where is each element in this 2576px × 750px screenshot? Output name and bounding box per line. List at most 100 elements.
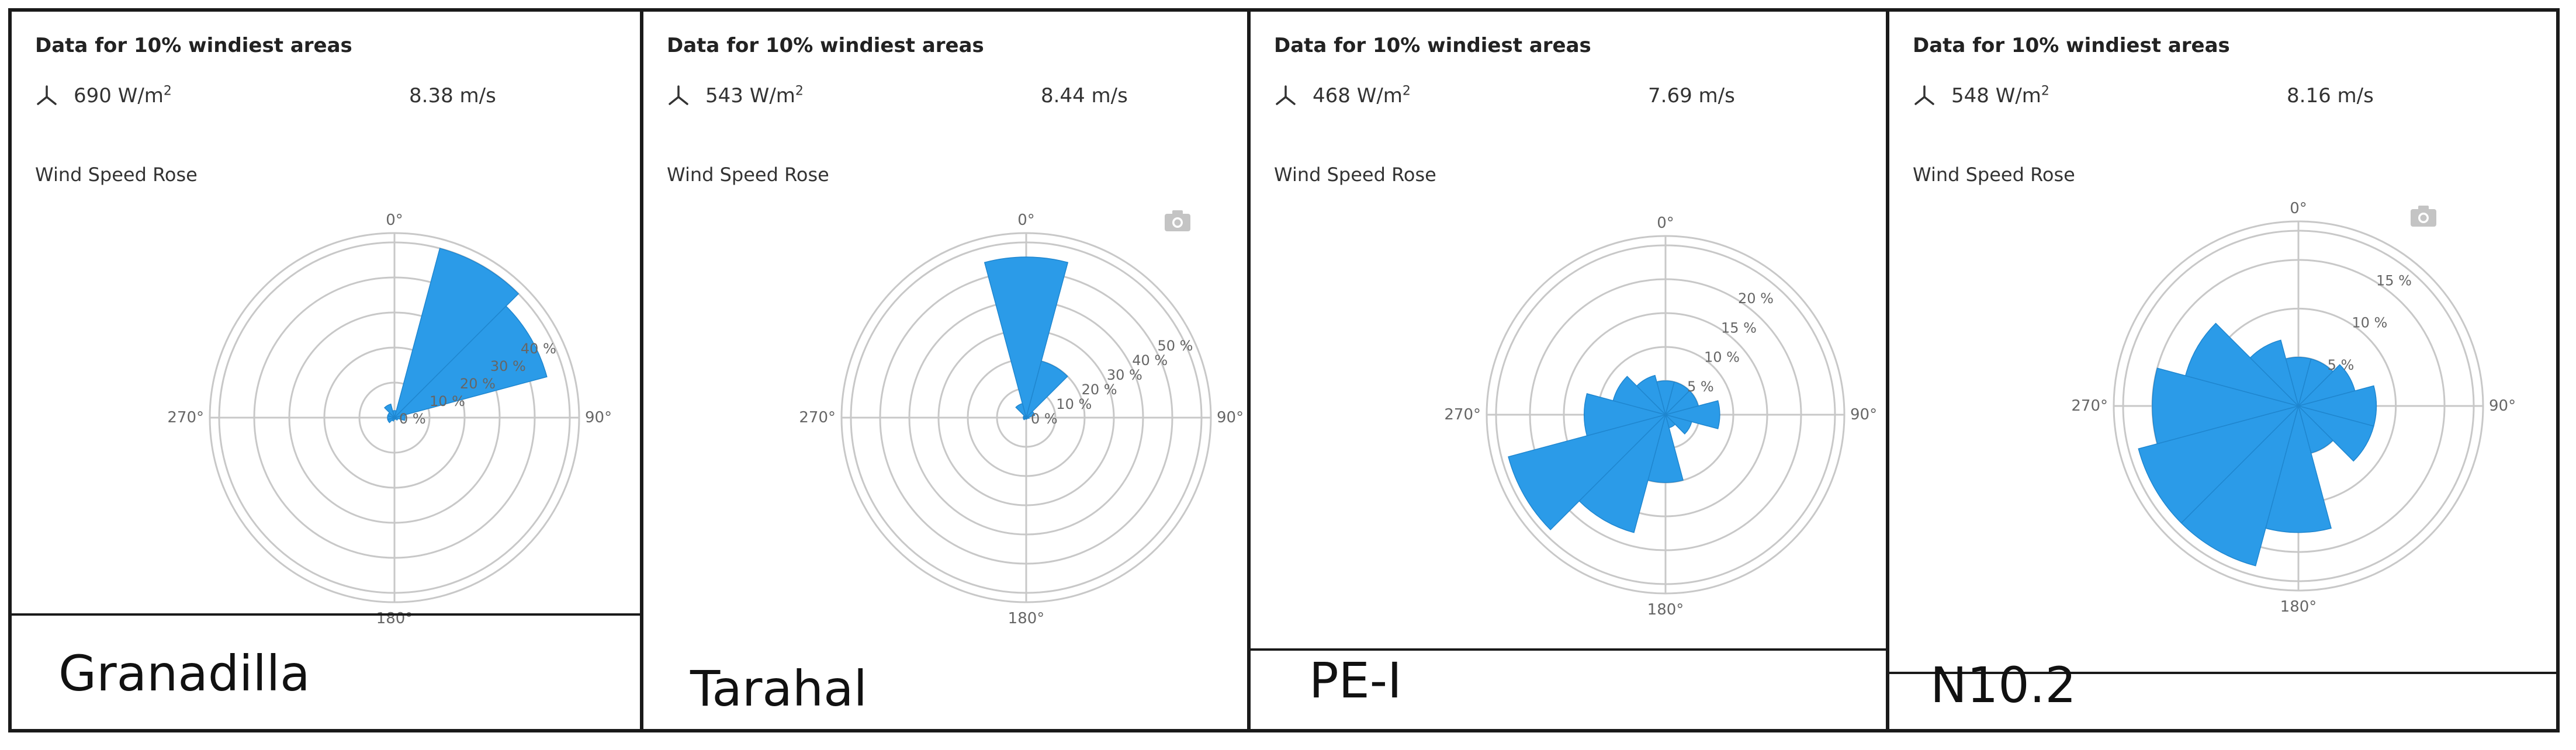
radial-tick-label: 5 % <box>2328 357 2355 373</box>
radial-tick-label: 10 % <box>1056 396 1092 412</box>
direction-label: 180° <box>1008 610 1045 627</box>
direction-label: 270° <box>2071 397 2108 415</box>
direction-label: 0° <box>386 211 403 229</box>
mean-wind-speed: 8.16 m/s <box>2287 84 2374 107</box>
screenshot-area: Data for 10% windiest areas 548 W/m2 8.1… <box>1889 12 2556 672</box>
rose-sector-90 <box>1664 400 1720 429</box>
radial-tick-label: 30 % <box>490 358 526 374</box>
radial-tick-label: 40 % <box>521 341 556 357</box>
camera-icon[interactable] <box>1164 209 1192 232</box>
panel-divider <box>1247 8 1251 732</box>
wind-turbine-icon <box>1276 85 1296 105</box>
radial-tick-label: 5 % <box>1687 379 1714 395</box>
metric-row: 543 W/m2 8.44 m/s <box>667 81 1193 116</box>
panel-header: Data for 10% windiest areas <box>667 34 984 57</box>
radial-tick-label: 40 % <box>1132 352 1168 369</box>
radial-tick-label: 10 % <box>430 393 465 409</box>
label-strip: Tarahal <box>643 660 1247 730</box>
wind-rose-chart: 5 % 10 % 15 % 0° 90° 180° 270° <box>2071 200 2516 616</box>
metric-row: 690 W/m2 8.38 m/s <box>35 81 561 116</box>
rose-sector-0 <box>984 256 1069 419</box>
direction-label: 180° <box>1647 601 1684 619</box>
site-label: Granadilla <box>58 645 310 702</box>
rose-sector-120 <box>1664 414 1692 435</box>
panel-header: Data for 10% windiest areas <box>1274 34 1591 57</box>
rose-sector-270 <box>2152 367 2300 445</box>
rose-sector-330 <box>383 403 396 419</box>
chart-subtitle: Wind Speed Rose <box>667 164 829 186</box>
rose-sector-90 <box>393 414 406 421</box>
panel-header: Data for 10% windiest areas <box>35 34 352 57</box>
camera-icon[interactable] <box>2409 204 2437 228</box>
rose-sector-270 <box>1584 393 1667 436</box>
radial-tick-label: 10 % <box>1704 349 1740 366</box>
metric-row: 468 W/m2 7.69 m/s <box>1274 81 1800 116</box>
radial-tick-label: 15 % <box>1721 320 1757 336</box>
radial-tick-label: 0 % <box>1031 411 1058 427</box>
power-density: 690 W/m2 <box>74 84 172 107</box>
direction-label: 90° <box>2489 397 2516 415</box>
wind-rose-chart: 0 %10 %20 %30 %40 %50 % 0° 90° 180° 270° <box>799 211 1244 627</box>
rose-sector-300 <box>1612 376 1667 416</box>
panel-header: Data for 10% windiest areas <box>1913 34 2230 57</box>
radial-tick-label: 20 % <box>1738 290 1774 307</box>
metric-row: 548 W/m2 8.16 m/s <box>1913 81 2439 116</box>
direction-label: 270° <box>1444 406 1481 423</box>
screenshot-area: Data for 10% windiest areas 543 W/m2 8.4… <box>643 12 1247 695</box>
site-label: Tarahal <box>690 660 867 717</box>
direction-label: 90° <box>1217 409 1244 426</box>
panel-tarahal: Data for 10% windiest areas 543 W/m2 8.4… <box>643 12 1247 730</box>
wind-turbine-icon <box>669 85 688 105</box>
rose-sector-210 <box>1578 413 1667 533</box>
rose-sector-240 <box>1508 414 1667 530</box>
label-strip: Granadilla <box>12 613 640 732</box>
direction-label: 270° <box>799 409 836 426</box>
screenshot-area: Data for 10% windiest areas 468 W/m2 7.6… <box>1251 12 1886 648</box>
direction-label: 90° <box>585 409 612 426</box>
rose-sector-60 <box>1024 411 1036 419</box>
site-label: N10.2 <box>1930 657 2076 714</box>
mean-wind-speed: 8.44 m/s <box>1041 84 1128 107</box>
direction-label: 180° <box>2280 598 2317 616</box>
site-label: PE-I <box>1309 652 1402 709</box>
panel-n10-2: Data for 10% windiest areas 548 W/m2 8.1… <box>1889 12 2556 730</box>
rose-sector-240 <box>2138 405 2300 524</box>
wind-rose-chart: 0 %10 %20 % 30 %40 % 0° 90° 180° 270° <box>167 211 612 627</box>
label-strip: PE-I <box>1251 648 1886 732</box>
wind-rose-chart: 5 % 10 % 15 % 20 % 0° 90° 180° 270° <box>1444 214 1877 619</box>
rose-sector-30 <box>1025 360 1068 419</box>
radial-tick-label: 30 % <box>1107 367 1142 383</box>
radial-tick-label: 10 % <box>2352 315 2387 331</box>
chart-subtitle: Wind Speed Rose <box>35 164 198 186</box>
direction-label: 270° <box>167 409 204 426</box>
panel-divider <box>1886 8 1889 732</box>
wind-turbine-icon <box>1914 85 1934 105</box>
rose-sector-180 <box>2265 404 2332 533</box>
rose-sector-330 <box>1636 374 1667 416</box>
direction-label: 0° <box>1657 214 1674 232</box>
power-density: 468 W/m2 <box>1313 84 1411 107</box>
power-density: 543 W/m2 <box>705 84 804 107</box>
rose-sector-60 <box>393 305 548 419</box>
mean-wind-speed: 7.69 m/s <box>1648 84 1735 107</box>
power-density: 548 W/m2 <box>1951 84 2049 107</box>
figure-frame <box>8 8 2560 732</box>
chart-subtitle: Wind Speed Rose <box>1913 164 2075 186</box>
radial-tick-label: 20 % <box>1082 381 1117 398</box>
wind-turbine-icon <box>37 85 57 105</box>
radial-tick-label: 20 % <box>460 376 496 392</box>
direction-label: 180° <box>376 610 413 627</box>
direction-label: 0° <box>2290 200 2307 217</box>
panel-pe-i: Data for 10% windiest areas 468 W/m2 7.6… <box>1251 12 1886 730</box>
rose-sector-330 <box>1015 402 1027 419</box>
direction-label: 0° <box>1017 211 1035 229</box>
radial-tick-label: 0 % <box>399 411 426 427</box>
panel-granadilla: Data for 10% windiest areas 690 W/m2 8.3… <box>12 12 640 730</box>
rose-sector-120 <box>2297 405 2374 462</box>
rose-sector-210 <box>2180 404 2300 567</box>
chart-subtitle: Wind Speed Rose <box>1274 164 1436 186</box>
direction-label: 90° <box>1850 406 1877 423</box>
radial-tick-label: 15 % <box>2376 272 2412 289</box>
mean-wind-speed: 8.38 m/s <box>409 84 496 107</box>
screenshot-area: Data for 10% windiest areas 690 W/m2 8.3… <box>12 12 640 627</box>
